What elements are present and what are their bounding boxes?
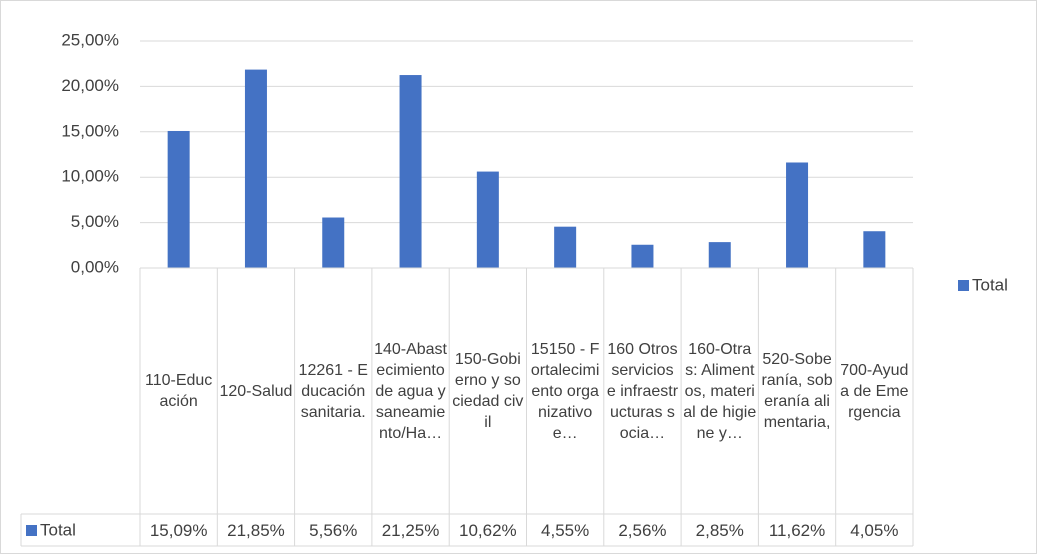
category-label: 520-Soberanía, soberanía alimentaria, [761, 351, 833, 431]
y-tick-label: 20,00% [61, 76, 119, 95]
data-table-value: 21,25% [381, 520, 440, 540]
category-label: 160-Otras: Alimentos, material de higien… [683, 340, 757, 442]
bar [631, 244, 654, 268]
bar [399, 75, 422, 268]
data-table-value: 11,62% [768, 520, 826, 540]
y-tick-label: 10,00% [61, 167, 119, 186]
bar [786, 162, 809, 268]
y-tick-label: 25,00% [61, 30, 119, 49]
y-tick-label: 5,00% [71, 212, 119, 231]
category-label: 160 Otros servicios e infraestructuras s… [606, 340, 679, 442]
data-table-value: 10,62% [459, 520, 517, 540]
bar [554, 226, 577, 268]
category-label: 110-Educación [144, 372, 213, 410]
bar [244, 69, 267, 269]
data-table-value: 5,56% [309, 520, 358, 540]
category-label: 150-Gobierno y sociedad civil [452, 351, 524, 431]
bar [708, 242, 731, 268]
category-label: 120-Salud [219, 382, 293, 400]
legend-key [958, 280, 969, 291]
data-table-value: 15,09% [149, 520, 208, 540]
category-label: 12261 - Educación sanitaria. [298, 361, 368, 421]
category-label: 140-Abastecimiento de agua y saneamiento… [374, 340, 447, 442]
data-table-value: 2,85% [695, 520, 744, 540]
data-table-value: 4,05% [850, 520, 899, 540]
bar [167, 130, 190, 268]
legend-label: Total [972, 275, 1008, 294]
table-series-name: Total [40, 520, 76, 539]
y-tick-label: 15,00% [61, 121, 119, 140]
table-legend-key [26, 525, 37, 536]
category-label: 15150 - Fortalecimiento organizativo e… [530, 340, 600, 442]
bar [322, 217, 345, 268]
data-table-value: 4,55% [541, 520, 590, 540]
bar [476, 171, 499, 268]
data-table-value: 2,56% [618, 520, 667, 540]
data-table-value: 21,85% [227, 520, 285, 540]
category-label: 700-Ayuda de Emergencia [840, 361, 909, 421]
y-tick-label: 0,00% [71, 257, 119, 276]
bar [863, 231, 886, 268]
